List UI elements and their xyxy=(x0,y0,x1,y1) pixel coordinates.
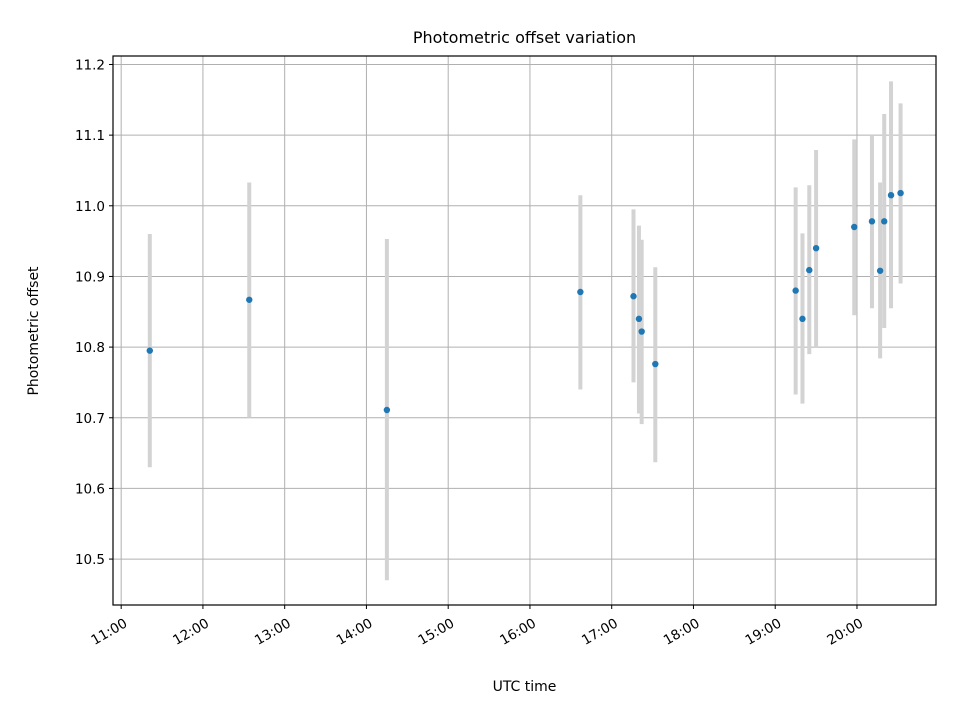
y-tick-label: 11.0 xyxy=(75,199,105,215)
data-point xyxy=(887,191,895,199)
grid-lines xyxy=(113,56,936,605)
y-tick-label: 10.8 xyxy=(75,340,105,356)
data-point xyxy=(652,360,659,368)
y-axis-ticks: 10.5 10.6 10.7 10.8 10.9 11.0 11.1 11.2 xyxy=(75,57,113,568)
data-point xyxy=(383,406,391,414)
x-tick-label: 11:00 xyxy=(89,615,131,648)
data-point xyxy=(876,267,884,274)
data-point xyxy=(635,315,643,323)
data-point xyxy=(630,293,637,300)
x-tick-label: 18:00 xyxy=(661,615,703,648)
error-bars xyxy=(147,81,903,581)
y-tick-label: 10.6 xyxy=(75,481,105,497)
chart-title: Photometric offset variation xyxy=(413,28,636,47)
x-tick-label: 13:00 xyxy=(252,615,294,648)
x-tick-label: 19:00 xyxy=(743,615,785,648)
data-point xyxy=(799,315,806,323)
x-tick-label: 16:00 xyxy=(497,615,539,648)
y-tick-label: 10.9 xyxy=(75,269,105,285)
x-axis-label: UTC time xyxy=(493,679,557,695)
data-points xyxy=(146,189,904,414)
y-tick-label: 11.1 xyxy=(75,128,105,144)
data-point xyxy=(881,218,888,225)
x-tick-label: 20:00 xyxy=(824,615,866,648)
x-tick-label: 12:00 xyxy=(170,615,212,648)
y-tick-label: 10.5 xyxy=(75,552,105,568)
data-point xyxy=(146,347,153,354)
data-point xyxy=(638,328,645,335)
x-axis-ticks: 11:00 12:00 13:00 14:00 15:00 16:00 17:00 18:00… xyxy=(89,605,866,649)
data-point xyxy=(851,223,858,231)
x-tick-label: 14:00 xyxy=(334,615,376,648)
data-point xyxy=(812,244,820,252)
data-point xyxy=(792,287,799,294)
y-axis-label: Photometric offset xyxy=(26,266,42,396)
y-tick-label: 11.2 xyxy=(75,57,105,73)
x-tick-label: 17:00 xyxy=(579,615,621,648)
y-tick-label: 10.7 xyxy=(75,411,105,427)
plot-frame xyxy=(112,55,937,606)
data-point xyxy=(897,189,904,197)
data-point xyxy=(806,266,813,274)
data-point xyxy=(577,288,584,296)
x-tick-label: 15:00 xyxy=(416,615,458,648)
data-point xyxy=(246,296,253,303)
data-point xyxy=(868,218,876,225)
